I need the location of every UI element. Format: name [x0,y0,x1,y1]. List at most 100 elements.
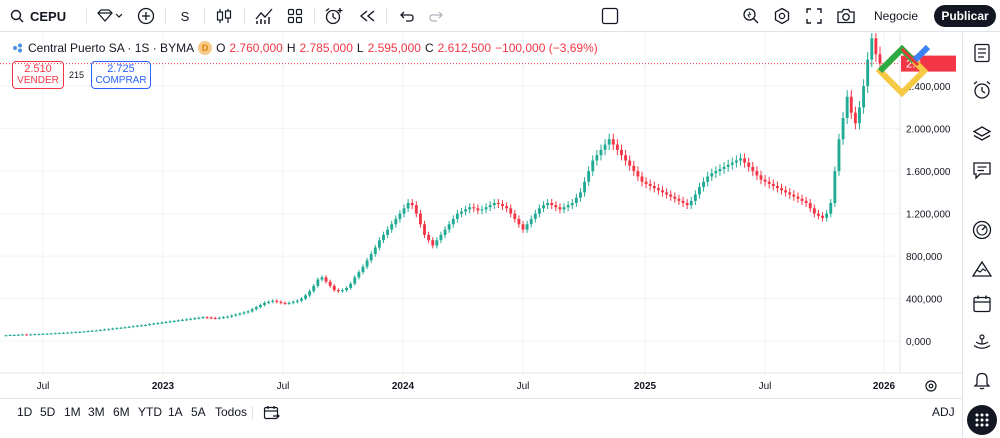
candle [542,201,545,213]
range-1a[interactable]: 1A [168,405,183,419]
candle [398,209,402,223]
price-axis[interactable]: 2.400,000 2.000,000 1.600,000 1.200,000 800,… [906,82,951,348]
legend-high-label: H [286,41,296,55]
candle [706,171,710,187]
range-5d[interactable]: 5D [40,405,56,419]
candle [751,161,755,176]
candle [29,333,33,336]
square-icon [601,7,619,25]
candle [275,299,279,304]
candle [238,312,242,316]
chart-legend[interactable]: Central Puerto SA · 1S · BYMA D O 2.760,0… [12,40,598,56]
notifications-button[interactable] [971,369,993,391]
chart-type-button[interactable] [212,4,236,28]
camera-icon [837,8,855,24]
undo-button[interactable] [394,4,418,28]
undo-icon [400,11,414,22]
range-6m[interactable]: 6M [113,405,130,419]
candle [710,168,714,182]
candle [620,144,623,161]
candle [148,323,152,326]
candle [669,190,673,201]
dots-grid-icon [975,413,989,427]
calendar-button[interactable] [971,293,993,315]
range-1d[interactable]: 1D [17,405,33,419]
negocie-button[interactable]: Negocie [873,9,919,23]
time-tick-label: 2023 [152,381,175,392]
indicators-button[interactable] [252,4,276,28]
candle [94,329,98,332]
replay-button[interactable] [355,4,379,28]
divider [165,8,166,24]
technicals-button[interactable] [971,219,993,241]
apps-button[interactable] [967,405,997,435]
buy-button[interactable]: 2.725 COMPRAR [91,61,151,89]
range-todos[interactable]: Todos [215,405,248,419]
candle [607,133,611,151]
settings-button[interactable] [770,4,794,28]
candle [394,215,398,228]
ideas-button[interactable] [971,258,993,280]
search-icon [10,9,24,23]
range-1m[interactable]: 1M [64,405,81,419]
candle [328,279,332,288]
adj-toggle[interactable]: ADJ [932,405,955,419]
candle [90,329,94,332]
watchlist-button[interactable] [971,42,993,64]
alarm-plus-icon [325,8,343,25]
indicators-icon [255,8,273,24]
candle [722,161,726,174]
candle [300,297,303,303]
candle [164,320,168,324]
quick-search-button[interactable] [739,4,763,28]
candle [583,177,586,197]
alerts-button[interactable] [971,79,993,101]
snapshot-button[interactable] [834,4,858,28]
streams-button[interactable] [971,331,993,353]
date-range-icon[interactable] [263,405,281,421]
layouts-button[interactable] [283,4,307,28]
candle [472,203,476,213]
candle [849,90,853,119]
publicar-button[interactable]: Publicar [934,5,996,27]
time-axis[interactable]: Jul 2023 Jul 2024 Jul 2025 Jul 2026 [37,381,896,392]
gauge-icon [972,220,992,240]
candle [246,310,250,314]
candle [640,171,644,187]
candle [574,193,578,207]
candle [853,106,857,130]
chart-pane[interactable]: 2.400,000 2.000,000 1.600,000 1.200,000 800,… [0,30,962,428]
interval-button[interactable]: S [174,4,196,28]
candle [734,155,738,168]
range-5a[interactable]: 5A [191,405,206,419]
layout-button[interactable] [598,4,622,28]
sell-button[interactable]: 2.510 VENDER [12,61,64,89]
candle [193,317,197,320]
alert-button[interactable] [322,4,346,28]
range-3m[interactable]: 3M [88,405,105,419]
chat-button[interactable] [971,159,993,181]
add-symbol-button[interactable] [134,4,158,28]
candle [460,207,463,218]
range-ytd[interactable]: YTD [138,405,162,419]
redo-button[interactable] [425,4,449,28]
candle [283,301,287,305]
candle [386,226,390,239]
candle [263,301,266,307]
candle [554,201,558,212]
candle [53,332,57,335]
candle [439,231,443,244]
legend-change: −100,000 (−3,69%) [495,41,598,55]
diamond-button[interactable] [92,4,126,28]
bottom-toolbar: 1D 5D 1M 3M 6M YTD 1A 5A Todos ADJ [0,398,962,426]
price-chart[interactable]: 2.400,000 2.000,000 1.600,000 1.200,000 800,… [0,30,962,398]
candle [833,166,837,207]
object-tree-button[interactable] [971,123,993,145]
legend-title[interactable]: Central Puerto SA · 1S · BYMA [28,41,195,55]
candle [632,160,636,176]
fullscreen-button[interactable] [802,4,826,28]
symbol-search[interactable]: CEPU [6,4,84,28]
alarm-clock-icon [973,81,991,99]
candle [476,204,480,215]
axis-settings-icon[interactable] [925,380,937,392]
